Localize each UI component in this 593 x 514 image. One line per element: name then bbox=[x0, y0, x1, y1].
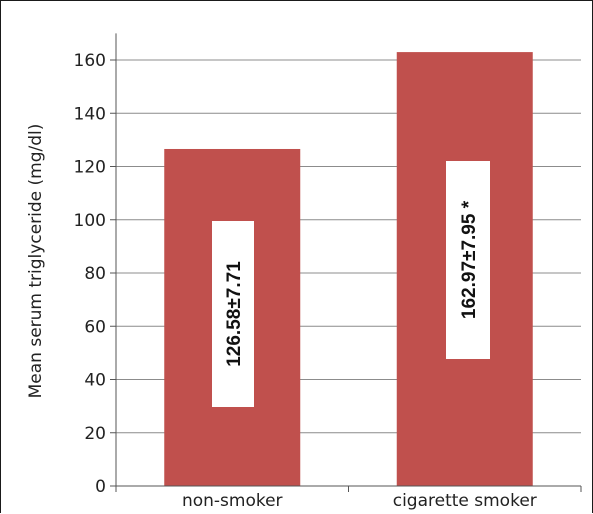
y-tick-label: 140 bbox=[74, 104, 106, 124]
x-category-label: cigarette smoker bbox=[393, 491, 537, 511]
y-tick-label: 60 bbox=[84, 317, 106, 337]
y-tick-label: 40 bbox=[84, 371, 106, 391]
y-tick-label: 0 bbox=[95, 477, 106, 497]
y-tick-label: 20 bbox=[84, 424, 106, 444]
x-category-label: non-smoker bbox=[182, 491, 283, 511]
y-tick-label: 120 bbox=[74, 158, 106, 178]
data-labels: 126.58±7.71 162.97±7.95 * bbox=[212, 161, 490, 407]
y-axis-title: Mean serum triglyceride (mg/dl) bbox=[26, 124, 46, 399]
y-tick-label: 80 bbox=[84, 264, 106, 284]
data-label-box bbox=[446, 161, 490, 359]
data-label-box bbox=[212, 221, 254, 407]
data-label: 162.97±7.95 * bbox=[459, 200, 480, 319]
data-label: 126.58±7.71 bbox=[224, 261, 245, 367]
y-tick-label: 100 bbox=[74, 211, 106, 231]
y-tick-label: 160 bbox=[74, 51, 106, 71]
axes: 0 20 40 60 80 100 120 140 160 non-smoker cigarette… bbox=[74, 33, 582, 511]
